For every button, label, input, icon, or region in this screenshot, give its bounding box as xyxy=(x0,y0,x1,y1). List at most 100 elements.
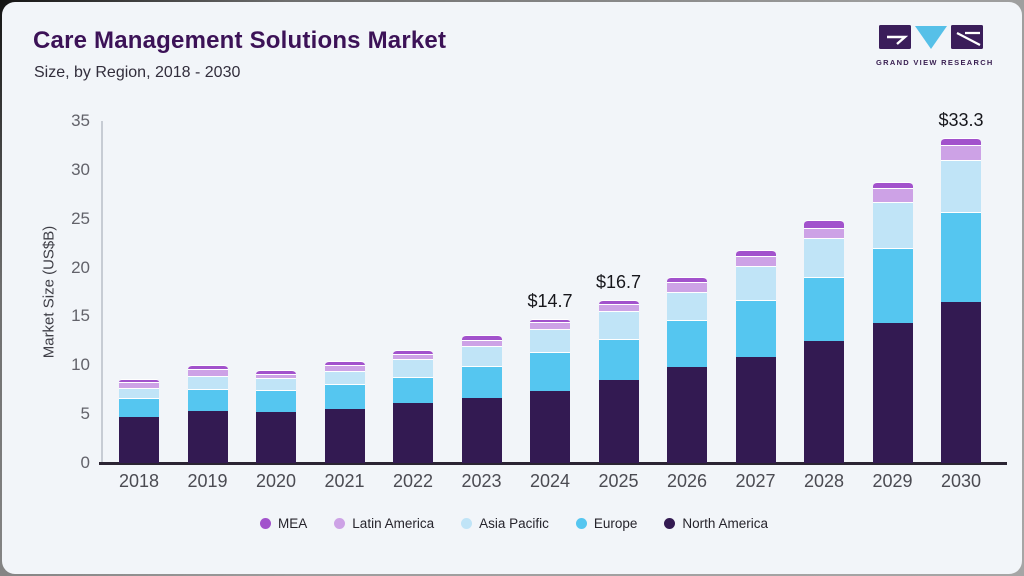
bar-2028 xyxy=(804,219,844,463)
legend-label: MEA xyxy=(278,516,308,531)
bar-segment-north-america xyxy=(941,301,981,463)
bar-segment-europe xyxy=(598,338,639,380)
bar-2029 xyxy=(872,181,913,463)
bar-2022 xyxy=(393,349,433,463)
bar-segment-europe xyxy=(461,366,502,398)
bar-segment-europe xyxy=(256,390,296,413)
bar-segment-asia-pacific xyxy=(735,265,776,300)
bar-2023 xyxy=(461,335,502,463)
legend-item-north-america: North America xyxy=(664,516,768,531)
y-axis-line xyxy=(101,121,103,463)
bar-segment-europe xyxy=(667,320,707,368)
bar-segment-latin-america xyxy=(461,339,502,346)
legend-item-latin-america: Latin America xyxy=(334,516,434,531)
bar-segment-asia-pacific xyxy=(187,376,228,389)
bar-segment-mea xyxy=(530,319,570,323)
bar-segment-mea xyxy=(256,370,296,374)
bar-segment-asia-pacific xyxy=(530,329,570,352)
value-label-2030: $33.3 xyxy=(938,109,984,130)
bar-2020 xyxy=(256,370,296,463)
y-axis-tick-label: 15 xyxy=(71,306,90,326)
bar-segment-europe xyxy=(941,211,981,302)
bar-segment-latin-america xyxy=(119,381,159,388)
legend-dot-asia-pacific xyxy=(461,518,473,529)
legend-dot-latin-america xyxy=(334,518,346,529)
bar-segment-latin-america xyxy=(256,373,296,379)
bar-segment-asia-pacific xyxy=(461,345,502,367)
bar-segment-asia-pacific xyxy=(598,310,639,339)
x-axis-tick-label: 2019 xyxy=(187,471,228,491)
bar-segment-latin-america xyxy=(393,354,433,360)
legend-label: Europe xyxy=(593,516,638,531)
bar-2021 xyxy=(324,361,365,463)
bar-segment-north-america xyxy=(872,323,913,463)
bar-segment-north-america xyxy=(461,397,502,463)
bar-segment-mea xyxy=(598,299,639,304)
bar-segment-europe xyxy=(530,351,570,391)
bar-segment-mea xyxy=(667,277,707,283)
x-axis-tick-label: 2022 xyxy=(392,471,434,491)
legend-label: Asia Pacific xyxy=(479,516,549,531)
bar-segment-asia-pacific xyxy=(324,371,365,384)
bar-segment-asia-pacific xyxy=(256,378,296,391)
bar-segment-asia-pacific xyxy=(393,359,433,378)
x-axis-tick-label: 2021 xyxy=(324,471,365,491)
bar-segment-mea xyxy=(941,137,981,146)
bar-segment-latin-america xyxy=(667,282,707,292)
bar-segment-mea xyxy=(187,365,228,369)
bar-2018 xyxy=(119,378,159,463)
bar-segment-north-america xyxy=(187,411,228,463)
bar-segment-europe xyxy=(324,383,365,410)
y-axis-tick-label: 10 xyxy=(71,355,90,375)
x-axis-tick-label: 2027 xyxy=(735,471,776,491)
bar-segment-mea xyxy=(461,335,502,340)
bar-segment-latin-america xyxy=(941,145,981,161)
chart-title: Care Management Solutions Market xyxy=(33,27,447,54)
bar-segment-north-america xyxy=(119,417,159,463)
bar-segment-asia-pacific xyxy=(667,292,707,321)
bar-segment-north-america xyxy=(530,390,570,463)
bar-segment-europe xyxy=(872,248,913,324)
bar-2019 xyxy=(187,365,228,463)
legend-label: North America xyxy=(682,516,768,531)
bar-segment-latin-america xyxy=(598,303,639,311)
bar-segment-latin-america xyxy=(324,365,365,372)
x-axis-tick-label: 2028 xyxy=(803,471,845,491)
value-label-2024: $14.7 xyxy=(527,291,573,312)
y-axis-tick-label: 30 xyxy=(71,159,90,179)
bar-segment-north-america xyxy=(324,409,365,463)
bar-segment-north-america xyxy=(667,367,707,463)
bar-segment-latin-america xyxy=(872,188,913,203)
bar-segment-north-america xyxy=(256,412,296,463)
legend-item-asia-pacific: Asia Pacific xyxy=(461,516,549,531)
bar-2026 xyxy=(667,277,707,463)
y-axis-tick-label: 20 xyxy=(71,257,90,277)
chart-subtitle: Size, by Region, 2018 - 2030 xyxy=(34,64,241,81)
bar-2027 xyxy=(735,250,776,463)
x-axis-tick-label: 2020 xyxy=(255,471,297,491)
bar-segment-asia-pacific xyxy=(119,387,159,398)
bar-segment-europe xyxy=(804,277,844,341)
y-axis-tick-label: 25 xyxy=(71,208,90,228)
y-axis-tick-label: 0 xyxy=(80,453,90,472)
legend-dot-north-america xyxy=(664,518,676,529)
bar-segment-latin-america xyxy=(187,368,228,377)
bar-segment-latin-america xyxy=(530,322,570,330)
legend-item-europe: Europe xyxy=(575,516,638,531)
legend-item-mea: MEA xyxy=(260,516,307,531)
bar-segment-europe xyxy=(735,299,776,358)
legend: MEA Latin America Asia Pacific Europe North … xyxy=(2,516,1022,531)
bar-2025 xyxy=(598,299,639,463)
bar-2024 xyxy=(530,319,570,463)
legend-dot-europe xyxy=(575,518,587,529)
bar-segment-mea xyxy=(735,250,776,256)
x-axis-tick-label: 2025 xyxy=(598,471,639,491)
value-label-2025: $16.7 xyxy=(595,271,642,292)
x-axis-tick-label: 2024 xyxy=(529,471,571,491)
bar-segment-europe xyxy=(119,397,159,418)
bar-segment-asia-pacific xyxy=(941,160,981,212)
plot-area: $14.7 $16.7 $33.3 xyxy=(2,110,1022,463)
legend-label: Latin America xyxy=(352,516,435,531)
bar-segment-europe xyxy=(393,377,433,404)
